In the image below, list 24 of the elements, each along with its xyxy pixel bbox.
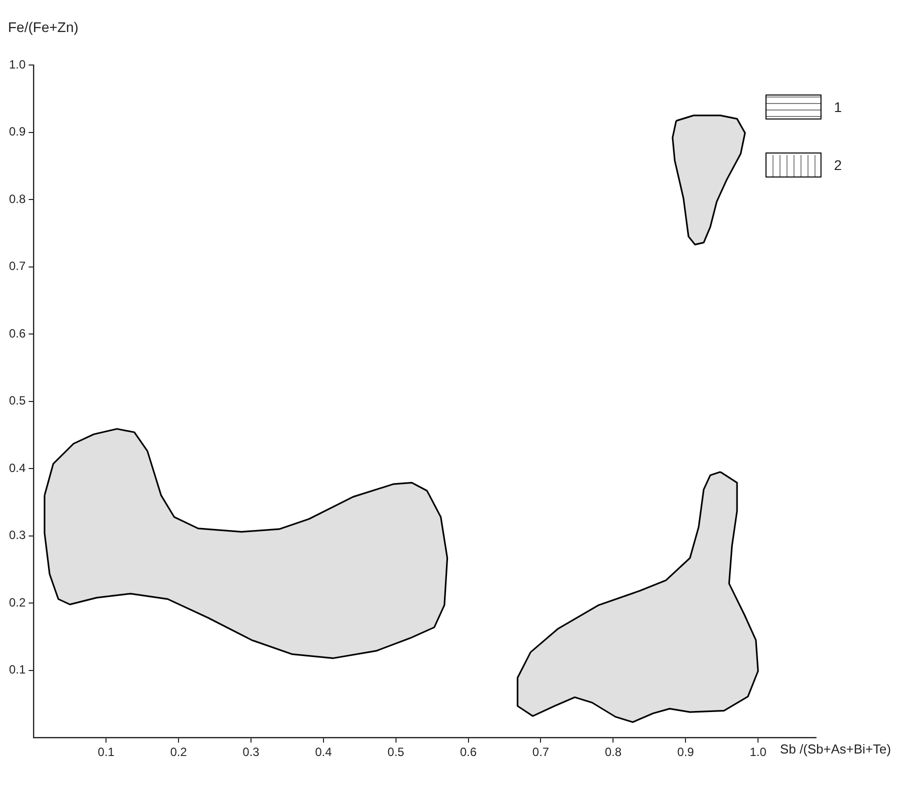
x-tick-label: 0.6 (460, 745, 477, 760)
x-tick-label: 0.4 (315, 745, 332, 760)
x-tick-label: 0.2 (170, 745, 188, 760)
y-tick-label: 0.7 (8, 259, 26, 274)
legend-label: 2 (834, 156, 842, 173)
x-tick-label: 0.3 (242, 745, 260, 760)
y-tick-label: 0.6 (8, 326, 26, 340)
x-tick-label: 0.1 (98, 745, 115, 760)
x-tick-label: 1.0 (750, 745, 767, 760)
legend-label: 1 (834, 98, 842, 115)
y-tick-label: 0.1 (8, 662, 26, 677)
y-tick-label: 1.0 (8, 57, 26, 72)
y-tick-label: 0.9 (8, 124, 26, 139)
x-tick-label: 0.8 (604, 745, 622, 760)
y-tick-label: 0.3 (8, 528, 26, 542)
x-tick-label: 0.9 (677, 745, 694, 760)
y-tick-label: 0.8 (8, 192, 26, 206)
x-tick-label: 0.5 (388, 745, 405, 760)
x-axis-title: Sb /(Sb+As+Bi+Te) (780, 742, 891, 757)
y-tick-label: 0.2 (8, 595, 26, 610)
x-tick-label: 0.7 (532, 745, 550, 760)
y-axis-title: Fe/(Fe+Zn) (8, 18, 78, 35)
y-tick-label: 0.5 (8, 394, 26, 408)
y-tick-label: 0.4 (8, 460, 26, 475)
